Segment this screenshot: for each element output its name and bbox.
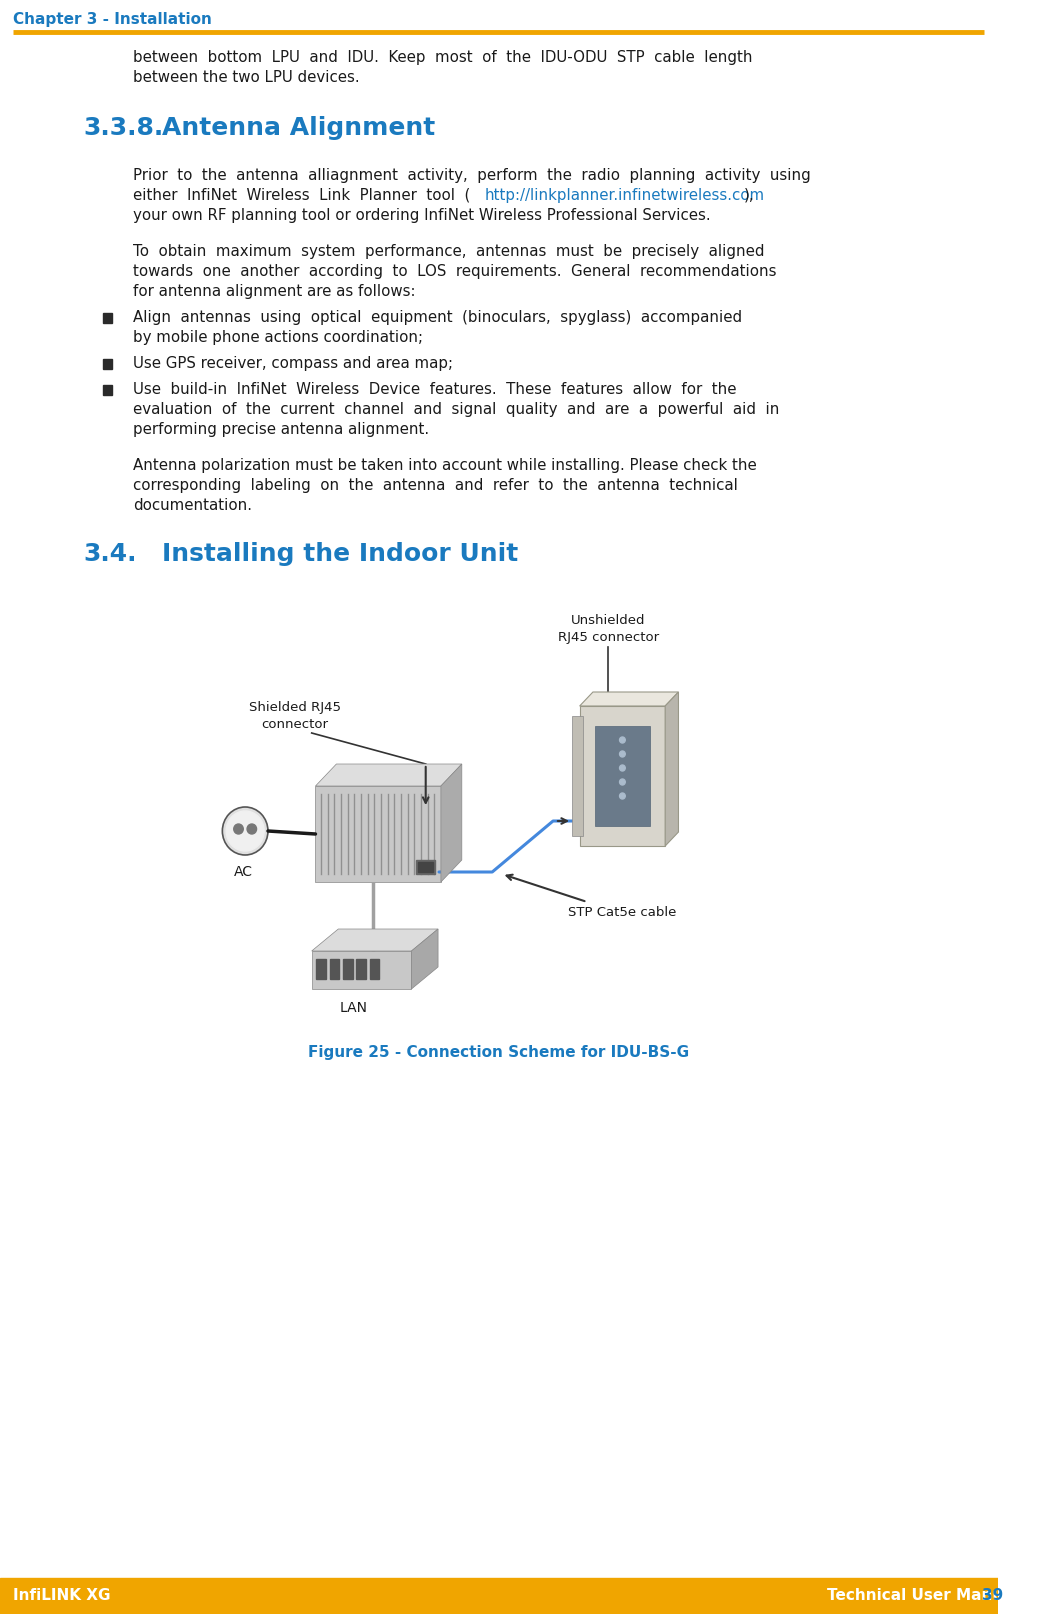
Text: Figure 25 - Connection Scheme for IDU-BS-G: Figure 25 - Connection Scheme for IDU-BS… [309,1044,690,1060]
Text: corresponding  labeling  on  the  antenna  and  refer  to  the  antenna  technic: corresponding labeling on the antenna an… [133,478,738,492]
Circle shape [226,810,265,851]
Text: Align  antennas  using  optical  equipment  (binoculars,  spyglass)  accompanied: Align antennas using optical equipment (… [133,310,742,324]
Text: Use GPS receiver, compass and area map;: Use GPS receiver, compass and area map; [133,357,453,371]
Bar [103,313,112,323]
Bar [330,959,339,980]
Bar [343,959,353,980]
Text: To  obtain  maximum  system  performance,  antennas  must  be  precisely  aligne: To obtain maximum system performance, an… [133,244,764,258]
Text: Unshielded
RJ45 connector: Unshielded RJ45 connector [558,613,658,644]
Circle shape [620,738,625,742]
Text: documentation.: documentation. [133,499,252,513]
Polygon shape [665,692,678,846]
Circle shape [620,765,625,771]
Polygon shape [315,763,462,786]
Text: evaluation  of  the  current  channel  and  signal  quality  and  are  a  powerf: evaluation of the current channel and si… [133,402,779,416]
Text: either  InfiNet  Wireless  Link  Planner  tool  (: either InfiNet Wireless Link Planner too… [133,187,470,203]
Circle shape [620,780,625,784]
Text: STP Cat5e cable: STP Cat5e cable [568,905,676,918]
Text: Antenna polarization must be taken into account while installing. Please check t: Antenna polarization must be taken into … [133,458,757,473]
Bar [416,860,435,875]
Bar [103,358,112,370]
Bar [0,1578,998,1614]
Text: your own RF planning tool or ordering InfiNet Wireless Professional Services.: your own RF planning tool or ordering In… [133,208,711,223]
Text: 3.4.: 3.4. [84,542,138,567]
Text: Shielded RJ45
connector: Shielded RJ45 connector [249,700,340,731]
Bar [370,959,379,980]
Bar [316,959,326,980]
Bar [572,717,584,836]
Text: between the two LPU devices.: between the two LPU devices. [133,69,360,86]
Text: by mobile phone actions coordination;: by mobile phone actions coordination; [133,329,423,345]
Text: AC: AC [234,865,253,880]
Circle shape [223,807,268,855]
Circle shape [620,751,625,757]
Text: ),: ), [744,187,755,203]
Text: between  bottom  LPU  and  IDU.  Keep  most  of  the  IDU-ODU  STP  cable  lengt: between bottom LPU and IDU. Keep most of… [133,50,753,65]
Bar [312,951,412,989]
Text: http://linkplanner.infinetwireless.com: http://linkplanner.infinetwireless.com [485,187,764,203]
Bar [315,786,441,881]
Text: towards  one  another  according  to  LOS  requirements.  General  recommendatio: towards one another according to LOS req… [133,265,777,279]
Text: 3.3.8.: 3.3.8. [84,116,164,140]
Text: InfiLINK XG: InfiLINK XG [14,1588,111,1603]
Circle shape [620,792,625,799]
Polygon shape [441,763,462,881]
Bar [580,705,665,846]
Text: LAN: LAN [339,1001,368,1015]
Text: Installing the Indoor Unit: Installing the Indoor Unit [162,542,518,567]
Bar [595,726,650,826]
Circle shape [247,825,256,834]
Text: Chapter 3 - Installation: Chapter 3 - Installation [14,11,212,27]
Bar [103,386,112,395]
Bar [418,862,434,872]
Text: Prior  to  the  antenna  alliagnment  activity,  perform  the  radio  planning  : Prior to the antenna alliagnment activit… [133,168,811,182]
Text: for antenna alignment are as follows:: for antenna alignment are as follows: [133,284,416,299]
Text: performing precise antenna alignment.: performing precise antenna alignment. [133,421,429,437]
Text: Technical User Manual: Technical User Manual [826,1588,1018,1603]
Text: 39: 39 [982,1588,1003,1603]
Polygon shape [412,930,438,989]
Polygon shape [580,692,678,705]
Text: Use  build-in  InfiNet  Wireless  Device  features.  These  features  allow  for: Use build-in InfiNet Wireless Device fea… [133,383,736,397]
Circle shape [234,825,244,834]
Bar [356,959,365,980]
Text: Antenna Alignment: Antenna Alignment [162,116,435,140]
Polygon shape [312,930,438,951]
